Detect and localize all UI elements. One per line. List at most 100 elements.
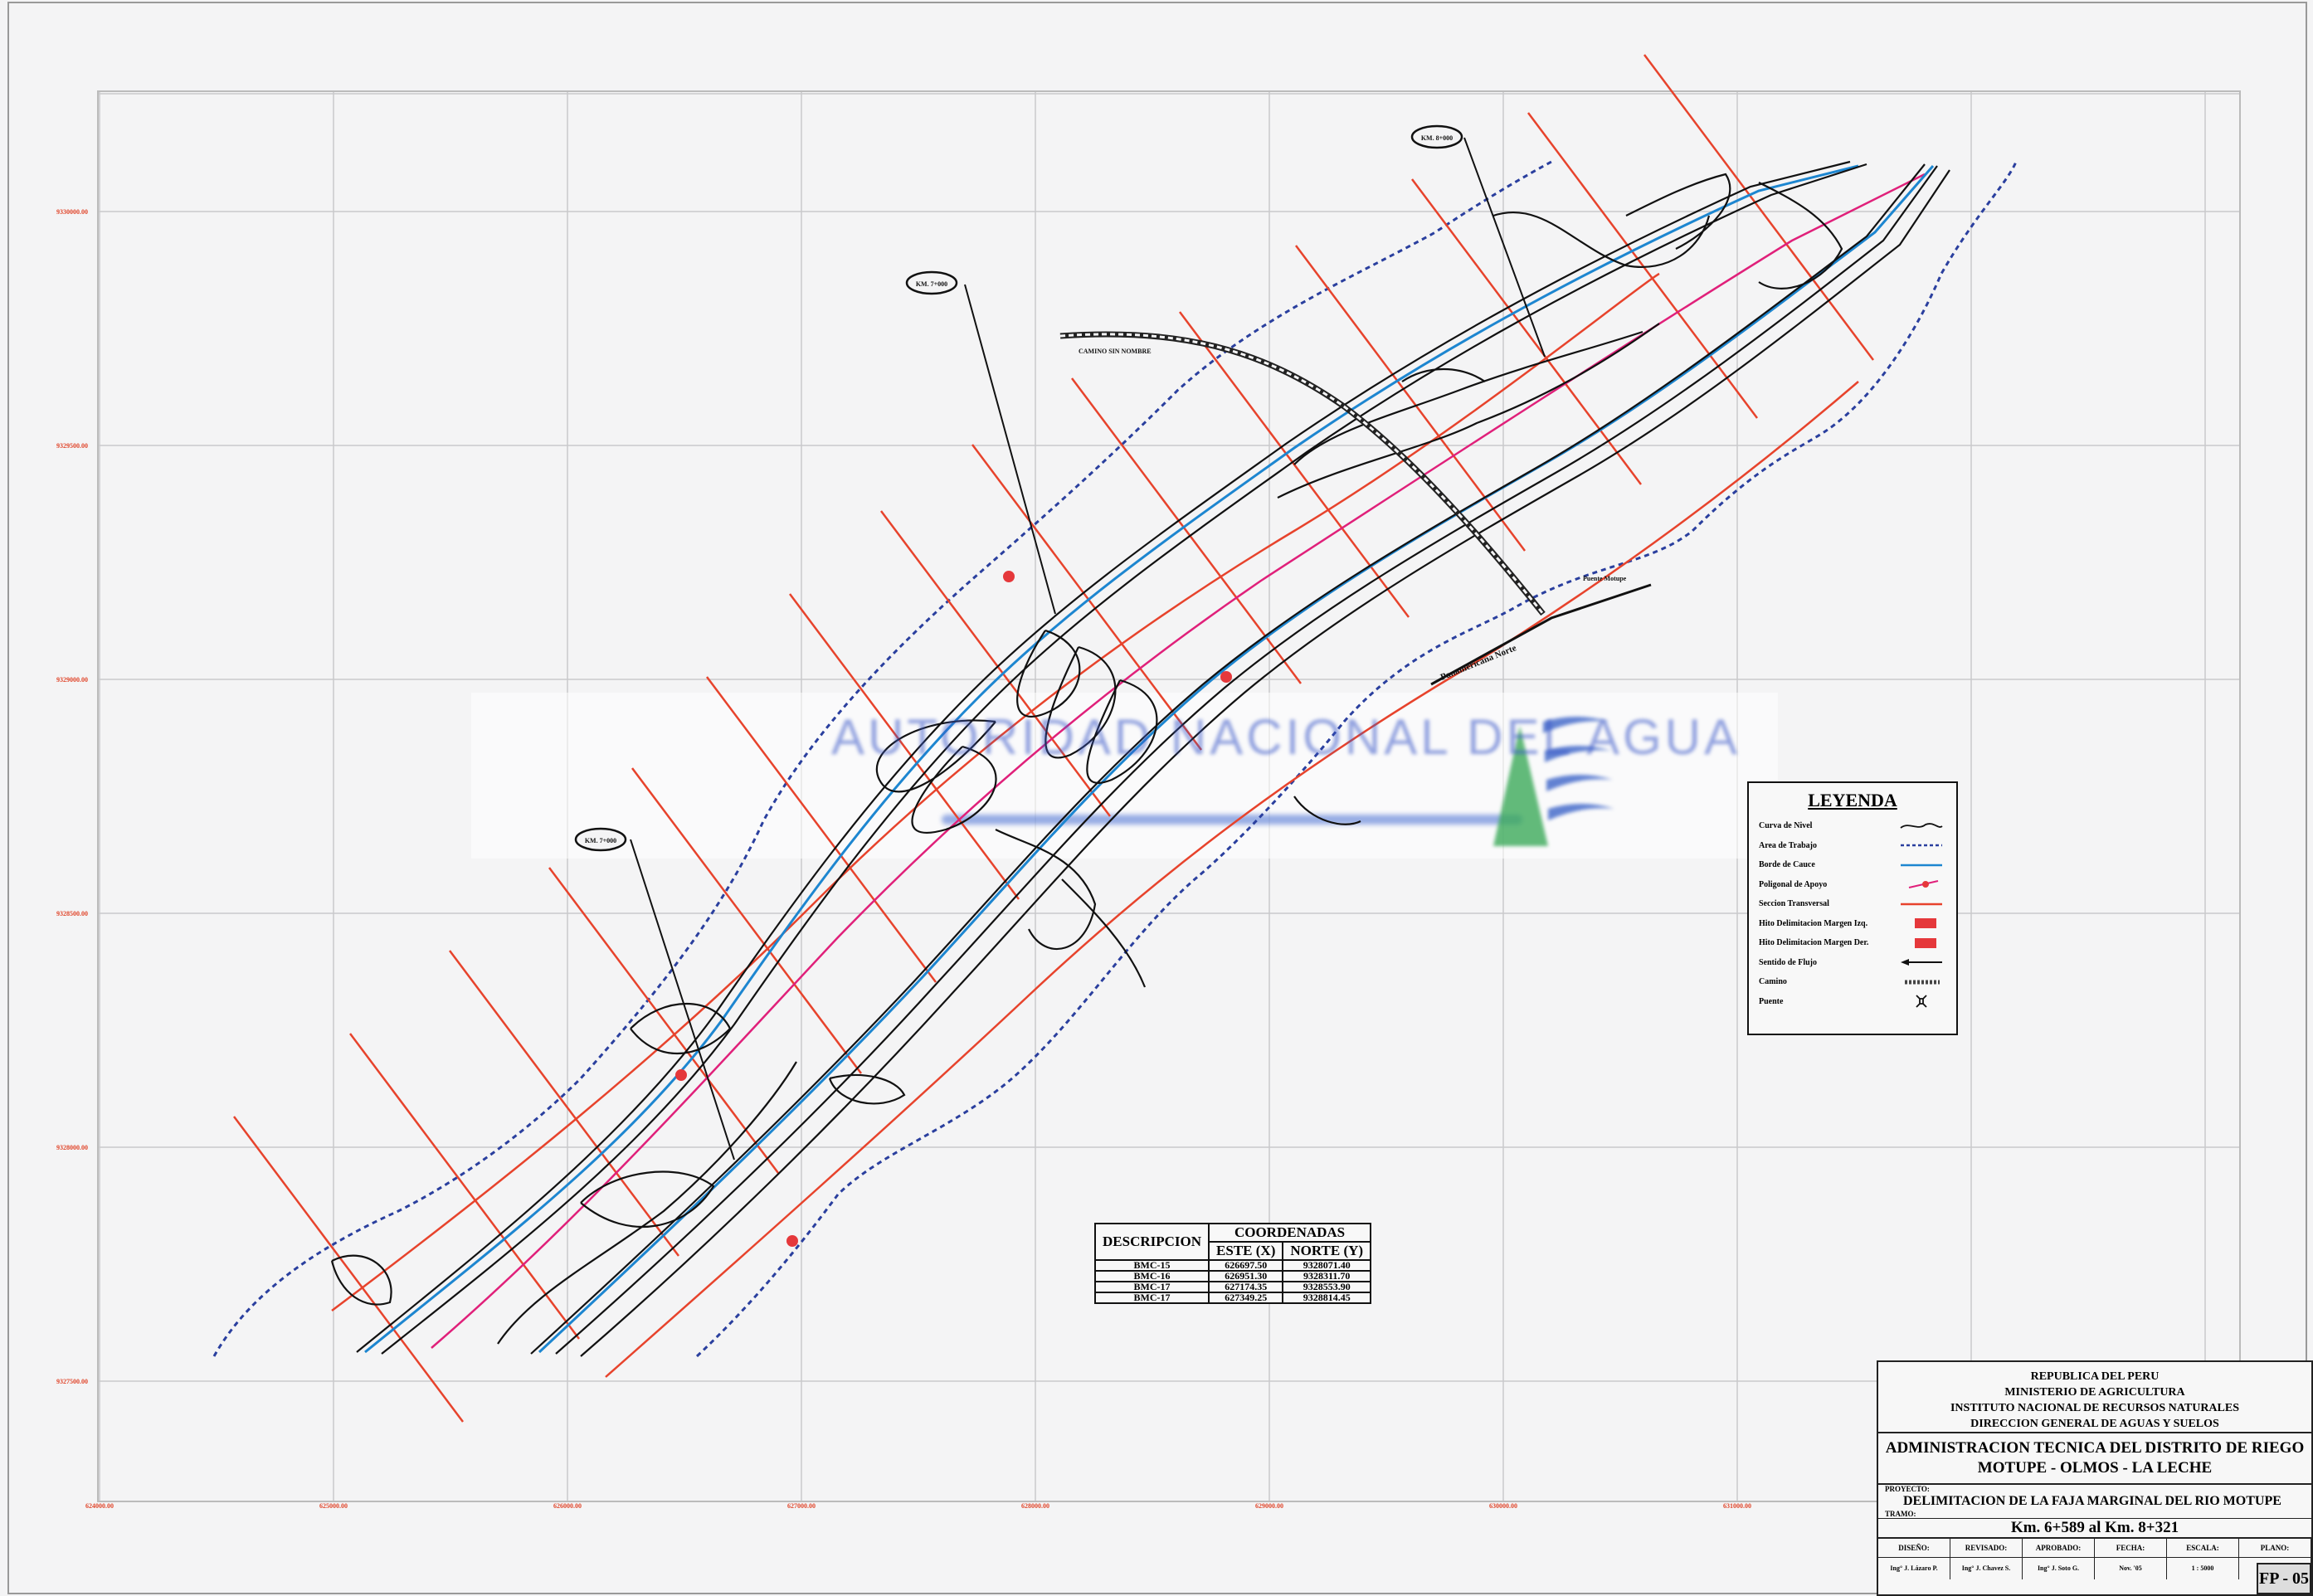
cross-section-line	[971, 444, 1202, 751]
coord-cell-north: 9328814.45	[1282, 1292, 1372, 1304]
cross-section-line	[449, 950, 679, 1257]
survey-point-3	[675, 1069, 687, 1081]
cross-section-line	[548, 867, 779, 1174]
km-callout-2: KM. 8+000	[1410, 124, 1546, 358]
legend-item: Curva de Nivel	[1749, 816, 1956, 836]
cross-section-line	[706, 676, 937, 983]
tramo-label: TRAMO:	[1885, 1510, 1916, 1518]
road	[1059, 331, 1546, 616]
title-line-republic: REPUBLICA DEL PERU	[2030, 1370, 2160, 1383]
red-line-icon	[1901, 903, 1942, 905]
coord-cell-east: 627174.35	[1208, 1281, 1284, 1293]
title-block-columns: DISEÑO: REVISADO: APROBADO: FECHA: ESCALA: PL…	[1878, 1537, 2311, 1557]
coord-header-north: NORTE (Y)	[1282, 1241, 1372, 1261]
legend-item-label: Poligonal de Apoyo	[1759, 879, 1828, 889]
grid-label-y: 9327500.00	[56, 1378, 88, 1385]
arrow-icon	[1901, 959, 1942, 966]
legend-item: Hito Delimitacion Margen Der.	[1749, 933, 1956, 953]
title-block-column-label: ESCALA:	[2167, 1539, 2239, 1557]
coord-row: BMC-17 627174.35 9328553.90	[1093, 1281, 1372, 1293]
project-name: DELIMITACION DE LA FAJA MARGINAL DEL RIO…	[1903, 1494, 2281, 1508]
survey-point-2	[1220, 671, 1232, 683]
cross-section-line	[233, 1116, 464, 1423]
road-label: CAMINO SIN NOMBRE	[1079, 348, 1152, 355]
grid-label-x: 625000.00	[319, 1502, 348, 1510]
title-line-direction: DIRECCION GENERAL DE AGUAS Y SUELOS	[1970, 1418, 2219, 1430]
svg-text:KM. 8+000: KM. 8+000	[1421, 134, 1453, 142]
grid-label-x: 624000.00	[85, 1502, 114, 1510]
contour-icon	[1900, 822, 1943, 829]
coord-cell-north: 9328071.40	[1282, 1259, 1372, 1272]
work-area-right-boundary	[695, 161, 2018, 1358]
delimitation-line-right	[605, 381, 1859, 1378]
road-icon	[1905, 980, 1940, 985]
coord-cell-east: 626697.50	[1208, 1259, 1284, 1272]
support-polygonal-line	[431, 173, 1926, 1349]
coord-cell-desc: BMC-17	[1093, 1292, 1210, 1304]
bridge-icon	[1916, 995, 1927, 1008]
local-point-label: Puente Motupe	[1583, 575, 1627, 582]
legend-item-label: Borde de Cauce	[1759, 860, 1815, 870]
survey-point-1	[1003, 571, 1015, 582]
contour-lines	[330, 160, 1950, 1357]
title-line-ministry: MINISTERIO DE AGRICULTURA	[2004, 1386, 2185, 1399]
cross-section-line	[1071, 377, 1302, 684]
work-area-left-boundary	[212, 159, 1554, 1357]
legend-item-label: Curva de Nivel	[1759, 821, 1813, 831]
title-block-column-value: 1 : 5000	[2167, 1558, 2239, 1579]
project-label: PROYECTO:	[1878, 1483, 2311, 1493]
cross-section-line	[1411, 178, 1642, 485]
cross-section-line	[1295, 245, 1526, 552]
title-block-column-label: APROBADO:	[2023, 1539, 2095, 1557]
title-block-column-value: Ing° J. Soto G.	[2023, 1558, 2095, 1579]
cross-section-line	[631, 767, 862, 1074]
grid-coordinate-labels: 624000.00 625000.00 626000.00 627000.00 6280…	[56, 208, 1751, 1510]
title-block-column-label: REVISADO:	[1950, 1539, 2023, 1557]
coordinates-table: DESCRIPCION COORDENADAS ESTE (X) NORTE (…	[1093, 1223, 1372, 1304]
embankment-line	[1430, 583, 1652, 686]
legend-item-label: Puente	[1759, 996, 1784, 1006]
tramo-value: Km. 6+589 al Km. 8+321	[1878, 1518, 2311, 1537]
survey-point-markers	[675, 571, 1232, 1247]
blue-dashed-icon	[1901, 844, 1942, 847]
legend-item: Hito Delimitacion Margen Izq.	[1749, 914, 1956, 934]
survey-point-4	[786, 1235, 798, 1247]
svg-text:KM. 7+000: KM. 7+000	[916, 280, 947, 288]
legend-item: Camino	[1749, 972, 1956, 992]
svg-text:KM. 7+000: KM. 7+000	[585, 837, 616, 844]
grid-label-x: 629000.00	[1255, 1502, 1283, 1510]
coord-cell-east: 627349.25	[1208, 1292, 1284, 1304]
grid-label-y: 9329000.00	[56, 676, 88, 684]
cross-section-line	[1643, 54, 1874, 361]
grid-label-y: 9330000.00	[56, 208, 88, 216]
grid-label-x: 626000.00	[553, 1502, 582, 1510]
legend: LEYENDA Curva de Nivel Area de Trabajo Bor…	[1747, 781, 1958, 1035]
legend-item: Sentido de Flujo	[1749, 953, 1956, 973]
title-line-administration: ADMINISTRACION TECNICA DEL DISTRITO DE R…	[1885, 1439, 2305, 1457]
grid-label-x: 627000.00	[787, 1502, 816, 1510]
legend-item: Borde de Cauce	[1749, 855, 1956, 875]
legend-item: Seccion Transversal	[1749, 894, 1956, 914]
legend-item: Puente	[1749, 992, 1956, 1012]
legend-item-label: Sentido de Flujo	[1759, 957, 1818, 967]
grid-label-x: 628000.00	[1021, 1502, 1049, 1510]
title-block-values: Ing° J. Lázaro P. Ing° J. Chavez S. Ing° J…	[1878, 1557, 2311, 1579]
cross-section-line	[349, 1033, 580, 1340]
legend-title: LEYENDA	[1808, 790, 1897, 810]
watermark-logo-icon	[1493, 717, 1614, 846]
watermark-underline	[942, 815, 1522, 825]
legend-item-label: Camino	[1759, 977, 1787, 987]
sheet-frame	[7, 2, 2307, 1594]
legend-item: Poligonal de Apoyo	[1749, 875, 1956, 895]
magenta-point-icon	[1908, 880, 1939, 889]
coord-header-coordinates: COORDENADAS	[1208, 1223, 1372, 1243]
coord-row: BMC-17 627349.25 9328814.45	[1093, 1292, 1372, 1304]
title-line-institute: INSTITUTO NACIONAL DE RECURSOS NATURALES	[1950, 1402, 2239, 1414]
title-block-column-label: FECHA:	[2095, 1539, 2167, 1557]
km-callout-3: KM. 7+000	[574, 827, 735, 1161]
title-block-column-value: Ing° J. Lázaro P.	[1878, 1558, 1950, 1579]
coord-cell-north: 9328553.90	[1282, 1281, 1372, 1293]
grid-label-y: 9328500.00	[56, 910, 88, 917]
legend-item-label: Hito Delimitacion Margen Der.	[1759, 938, 1869, 948]
